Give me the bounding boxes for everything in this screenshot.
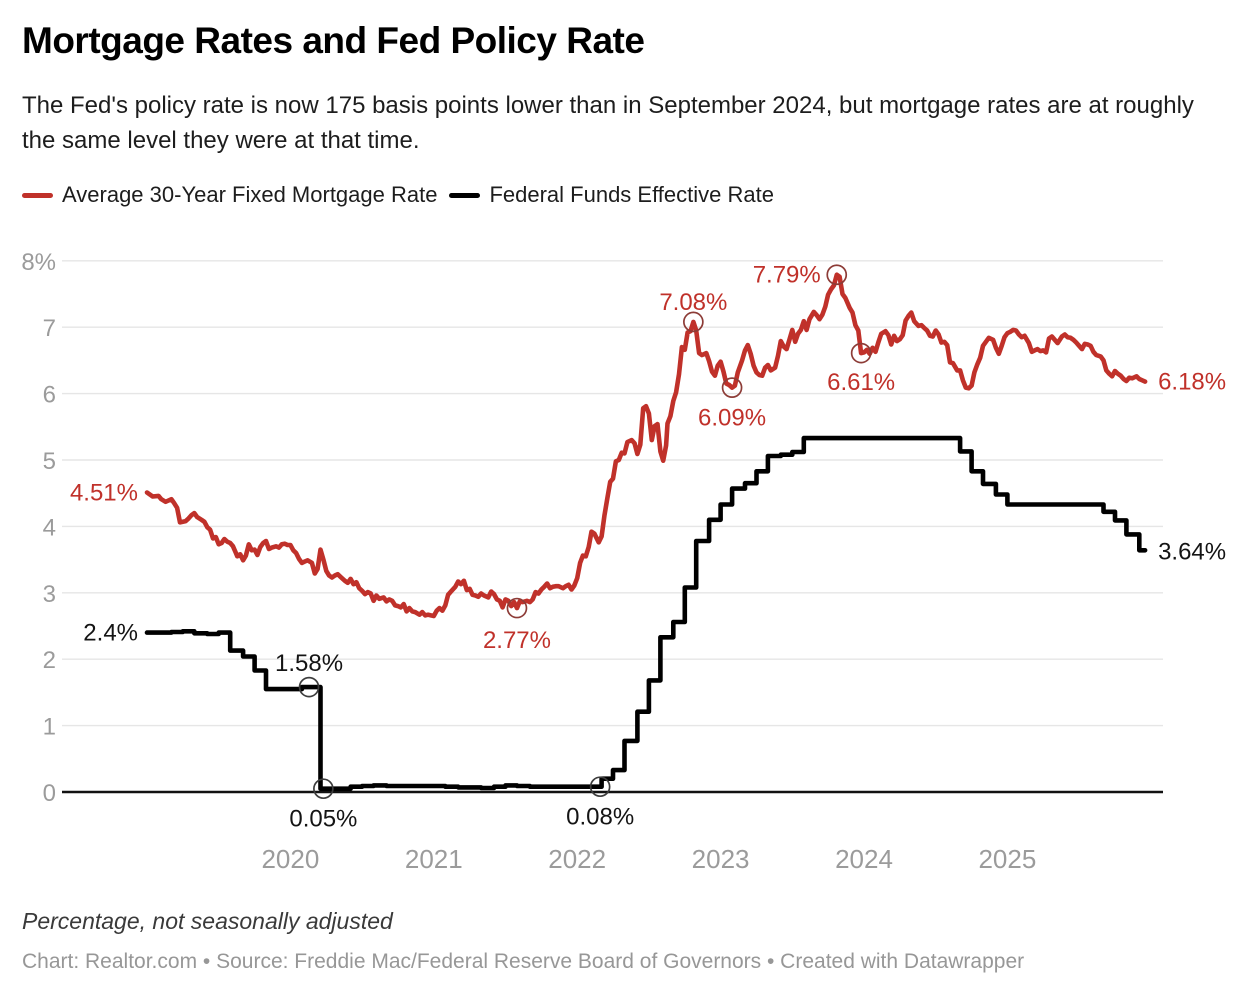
- chart-attribution: Chart: Realtor.com • Source: Freddie Mac…: [22, 950, 1025, 973]
- fed-funds-line: [144, 435, 1148, 791]
- y-axis-label: 3: [43, 581, 56, 608]
- annotation-label: 7.79%: [753, 262, 821, 289]
- y-axis-label: 7: [43, 315, 56, 342]
- legend-label-mortgage: Average 30-Year Fixed Mortgage Rate: [62, 182, 438, 207]
- data-point-marker-icon: [506, 597, 528, 619]
- legend-swatch-mortgage-icon: [22, 192, 53, 198]
- y-axis-label: 2: [43, 647, 56, 674]
- y-axis-label: 0: [43, 780, 56, 807]
- legend-item-fed: Federal Funds Effective Rate: [449, 182, 774, 208]
- x-axis-label: 2021: [405, 844, 463, 874]
- page-title: Mortgage Rates and Fed Policy Rate: [22, 20, 645, 61]
- annotation-label: 4.51%: [70, 480, 138, 507]
- x-axis-label: 2020: [261, 844, 319, 874]
- annotation-label: 2.4%: [83, 620, 138, 647]
- legend-label-fed: Federal Funds Effective Rate: [489, 182, 774, 207]
- chart-subtitle: The Fed's policy rate is now 175 basis p…: [22, 92, 1194, 154]
- x-axis-label: 2024: [835, 844, 893, 874]
- annotation-label: 7.08%: [659, 289, 727, 316]
- annotation-label: 0.05%: [289, 806, 357, 833]
- annotation-label: 6.18%: [1158, 369, 1226, 396]
- annotation-label: 0.08%: [566, 804, 634, 831]
- y-axis-label: 4: [43, 514, 56, 541]
- y-axis-label: 6: [43, 382, 56, 409]
- data-point-marker-icon: [683, 311, 704, 333]
- y-axis-label: 5: [43, 448, 56, 475]
- annotation-label: 1.58%: [275, 650, 343, 677]
- chart-footnote: Percentage, not seasonally adjusted: [22, 908, 393, 934]
- mortgage-rate-line: [144, 272, 1148, 619]
- annotation-label: 3.64%: [1158, 538, 1226, 565]
- annotation-label: 6.61%: [827, 369, 895, 396]
- x-axis-label: 2022: [548, 844, 606, 874]
- annotation-label: 6.09%: [698, 405, 766, 432]
- x-axis-label: 2025: [978, 844, 1036, 874]
- legend: Average 30-Year Fixed Mortgage Rate Fede…: [22, 182, 786, 208]
- legend-item-mortgage: Average 30-Year Fixed Mortgage Rate: [22, 182, 437, 208]
- data-point-marker-icon: [298, 676, 320, 698]
- legend-swatch-fed-icon: [449, 192, 481, 198]
- annotation-label: 2.77%: [483, 627, 551, 654]
- x-axis-label: 2023: [692, 844, 750, 874]
- data-point-marker-icon: [589, 776, 611, 798]
- y-axis-label: 1: [43, 714, 56, 741]
- data-point-marker-icon: [826, 264, 848, 286]
- y-axis-label: 8%: [21, 249, 56, 276]
- data-point-marker-icon: [721, 377, 743, 398]
- data-point-marker-icon: [313, 778, 334, 800]
- data-point-marker-icon: [850, 342, 872, 364]
